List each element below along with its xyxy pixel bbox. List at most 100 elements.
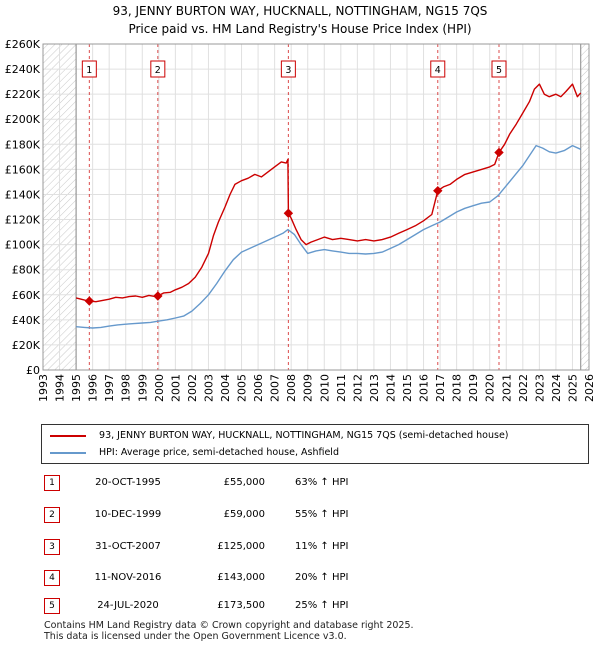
sale-point <box>494 147 504 158</box>
table-row: 1 20-OCT-1995 £55,000 63% ↑ HPI <box>0 475 600 495</box>
x-tick-label: 2001 <box>169 374 182 402</box>
x-tick-label: 2009 <box>302 374 315 402</box>
sale-marker-label: 2 <box>155 65 161 76</box>
sale-hpi-diff: 25% ↑ HPI <box>295 600 349 611</box>
sale-point <box>433 185 443 196</box>
footer-line-2: This data is licensed under the Open Gov… <box>44 630 347 642</box>
x-tick-label: 2011 <box>335 374 348 402</box>
x-tick-label: 2019 <box>467 374 480 402</box>
y-tick-label: £120K <box>5 214 41 227</box>
x-tick-label: 2000 <box>153 374 166 402</box>
x-tick-label: 1994 <box>54 374 67 402</box>
y-tick-label: £200K <box>5 113 41 126</box>
y-tick-label: £140K <box>5 188 41 201</box>
sale-date: 10-DEC-1999 <box>94 509 162 520</box>
sale-number-badge: 3 <box>44 539 60 555</box>
sale-price: £125,000 <box>217 541 265 552</box>
sale-marker-label: 1 <box>86 65 92 76</box>
sale-hpi-diff: 55% ↑ HPI <box>295 509 349 520</box>
sale-date: 24-JUL-2020 <box>97 600 159 611</box>
x-tick-label: 2005 <box>236 374 249 402</box>
table-row: 3 31-OCT-2007 £125,000 11% ↑ HPI <box>0 539 600 559</box>
legend-swatch-blue <box>50 451 86 454</box>
x-tick-label: 2018 <box>451 374 464 402</box>
y-tick-label: £20K <box>12 339 41 352</box>
sale-marker-box <box>150 60 166 78</box>
x-tick-label: 2013 <box>368 374 381 402</box>
y-tick-label: £40K <box>12 314 41 327</box>
x-tick-label: 2015 <box>401 374 414 402</box>
x-tick-label: 2020 <box>484 374 497 402</box>
sale-date: 31-OCT-2007 <box>95 541 161 552</box>
sale-point <box>84 296 95 306</box>
x-tick-label: 2016 <box>418 374 431 402</box>
y-tick-label: £100K <box>5 239 41 252</box>
x-tick-label: 2024 <box>550 374 563 402</box>
x-tick-label: 2021 <box>500 374 513 402</box>
sale-marker-box <box>430 60 446 78</box>
footer-attribution: Contains HM Land Registry data © Crown c… <box>44 620 414 642</box>
sale-point <box>153 291 163 301</box>
sale-price: £143,000 <box>217 572 265 583</box>
table-row: 2 10-DEC-1999 £59,000 55% ↑ HPI <box>0 507 600 527</box>
sale-number-badge: 1 <box>44 475 60 491</box>
sale-marker-box <box>491 60 507 78</box>
table-row: 5 24-JUL-2020 £173,500 25% ↑ HPI <box>0 598 600 618</box>
y-tick-label: £260K <box>5 38 41 51</box>
sale-marker-label: 5 <box>496 65 502 76</box>
x-tick-label: 2010 <box>318 374 331 402</box>
x-tick-label: 2006 <box>252 374 265 402</box>
y-tick-label: £80K <box>12 264 41 277</box>
sale-marker-label: 4 <box>435 65 441 76</box>
x-tick-label: 2002 <box>186 374 199 402</box>
title-line-2: Price paid vs. HM Land Registry's House … <box>128 22 472 36</box>
chart-title: 93, JENNY BURTON WAY, HUCKNALL, NOTTINGH… <box>0 2 600 38</box>
legend-item-hpi: HPI: Average price, semi-detached house,… <box>50 445 339 461</box>
x-tick-label: 1998 <box>120 374 133 402</box>
chart-legend: 93, JENNY BURTON WAY, HUCKNALL, NOTTINGH… <box>41 424 589 464</box>
y-tick-label: £0 <box>26 364 40 377</box>
legend-label-property: 93, JENNY BURTON WAY, HUCKNALL, NOTTINGH… <box>99 430 509 441</box>
sale-hpi-diff: 63% ↑ HPI <box>295 477 349 488</box>
sale-marker-box <box>280 60 296 78</box>
x-tick-label: 2014 <box>384 374 397 402</box>
x-tick-label: 1993 <box>37 374 50 402</box>
hpi-line <box>76 144 581 329</box>
sale-marker-box <box>81 60 97 78</box>
sale-price: £55,000 <box>223 477 265 488</box>
x-tick-label: 2023 <box>533 374 546 402</box>
y-tick-label: £60K <box>12 289 41 302</box>
x-tick-label: 2008 <box>285 374 298 402</box>
legend-item-property: 93, JENNY BURTON WAY, HUCKNALL, NOTTINGH… <box>50 428 509 444</box>
x-tick-label: 2022 <box>517 374 530 402</box>
sale-number-badge: 4 <box>44 570 60 586</box>
sale-marker-label: 3 <box>285 65 291 76</box>
y-tick-label: £180K <box>5 138 41 151</box>
y-tick-label: £220K <box>5 88 41 101</box>
legend-swatch-red <box>50 434 86 437</box>
x-tick-label: 1996 <box>87 374 100 402</box>
hatched-region-after <box>580 44 589 370</box>
price-chart: 1 2 3 4 5 £0 £20K £40K £60K £80K £100K £120K £140K £1… <box>5 38 596 402</box>
sale-number-badge: 2 <box>44 507 60 523</box>
sale-date: 20-OCT-1995 <box>95 477 161 488</box>
y-tick-label: £160K <box>5 163 41 176</box>
sale-hpi-diff: 11% ↑ HPI <box>295 541 349 552</box>
y-tick-label: £240K <box>5 63 41 76</box>
sale-hpi-diff: 20% ↑ HPI <box>295 572 349 583</box>
x-tick-label: 2017 <box>434 374 447 402</box>
x-tick-label: 2004 <box>219 374 232 402</box>
x-tick-label: 2012 <box>351 374 364 402</box>
x-tick-label: 1997 <box>103 374 116 402</box>
x-tick-label: 2007 <box>269 374 282 402</box>
x-tick-label: 1999 <box>136 374 149 402</box>
sale-number-badge: 5 <box>44 598 60 614</box>
sale-price: £173,500 <box>217 600 265 611</box>
x-tick-label: 2025 <box>566 374 579 402</box>
plot-area <box>43 44 589 370</box>
legend-label-hpi: HPI: Average price, semi-detached house,… <box>99 447 339 458</box>
footer-line-1: Contains HM Land Registry data © Crown c… <box>44 620 414 631</box>
x-tick-label: 2026 <box>583 374 596 402</box>
sale-price: £59,000 <box>223 509 265 520</box>
x-tick-label: 2003 <box>202 374 215 402</box>
